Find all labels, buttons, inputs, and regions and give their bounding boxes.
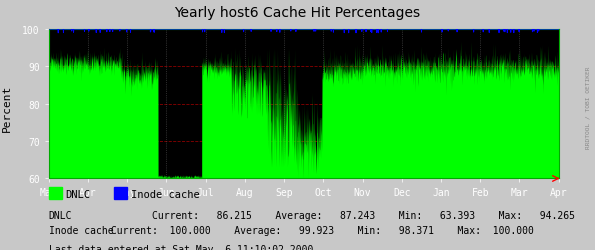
- Text: RRDTOOL / TOBI OETIKER: RRDTOOL / TOBI OETIKER: [586, 66, 591, 148]
- Text: Yearly host6 Cache Hit Percentages: Yearly host6 Cache Hit Percentages: [174, 6, 421, 20]
- Text: DNLC: DNLC: [65, 189, 90, 199]
- Text: Percent: Percent: [2, 84, 12, 131]
- Text: Current:  100.000    Average:   99.923    Min:   98.371    Max:  100.000: Current: 100.000 Average: 99.923 Min: 98…: [105, 226, 534, 235]
- Text: Inode cache: Inode cache: [49, 226, 114, 235]
- Text: DNLC: DNLC: [49, 210, 72, 220]
- Text: Current:   86.215    Average:   87.243    Min:   63.393    Max:   94.265: Current: 86.215 Average: 87.243 Min: 63.…: [105, 210, 575, 220]
- Text: Inode cache: Inode cache: [131, 189, 200, 199]
- Text: Last data entered at Sat May  6 11:10:02 2000.: Last data entered at Sat May 6 11:10:02 …: [49, 244, 319, 250]
